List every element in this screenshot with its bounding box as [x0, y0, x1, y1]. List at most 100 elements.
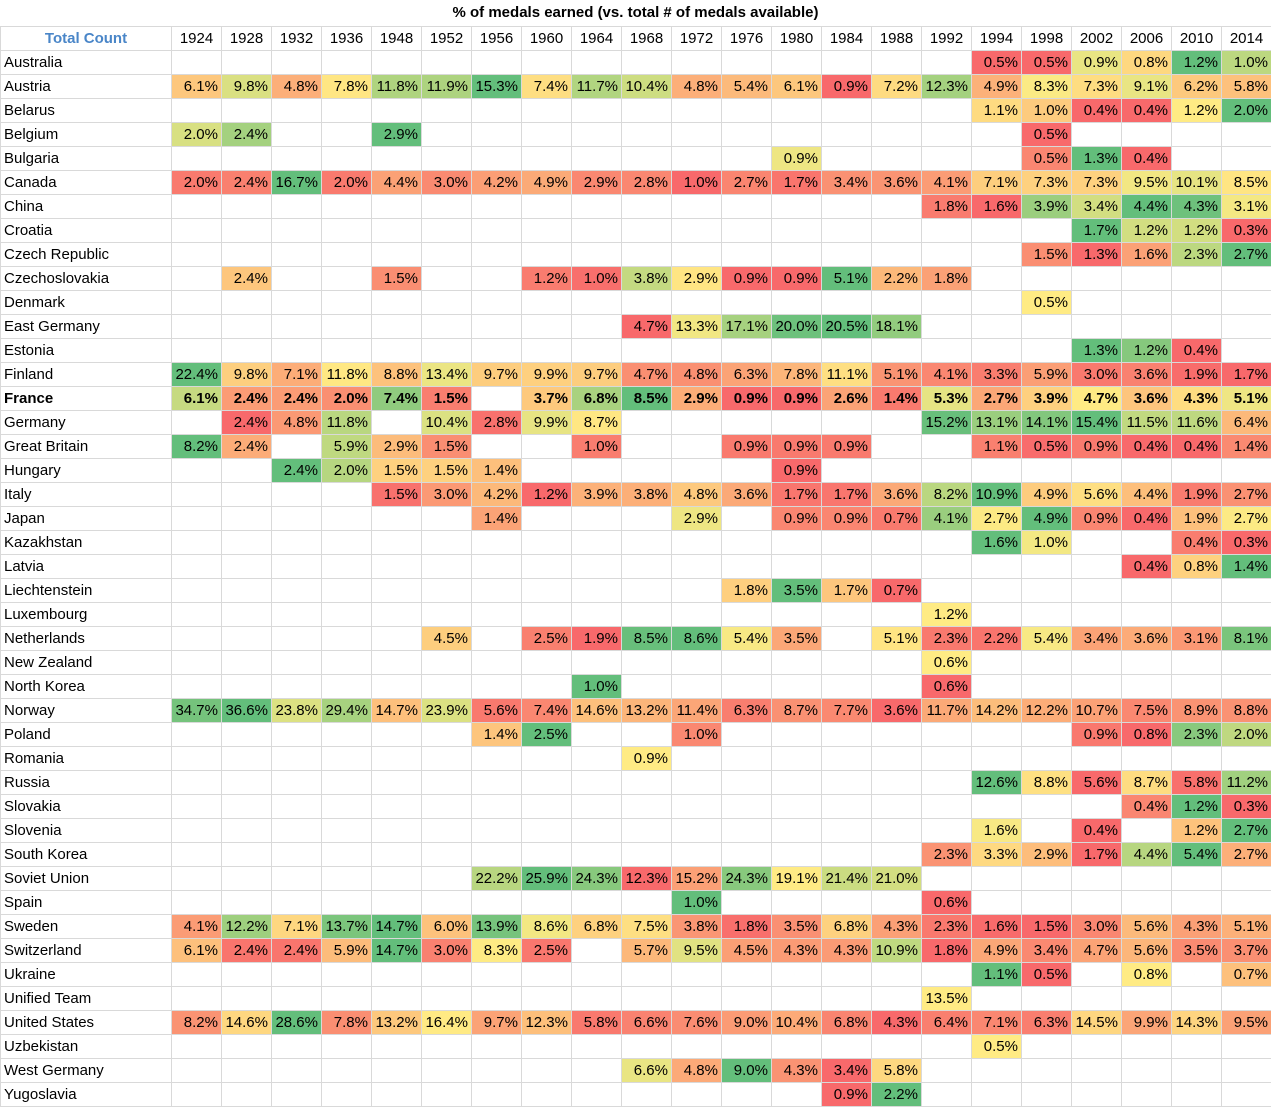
heatmap-cell [672, 243, 722, 267]
heatmap-cell [1172, 747, 1222, 771]
heatmap-cell [1072, 987, 1122, 1011]
heatmap-cell [372, 531, 422, 555]
corner-label[interactable]: Total Count [1, 27, 172, 51]
heatmap-cell [472, 1059, 522, 1083]
heatmap-cell [622, 579, 672, 603]
heatmap-cell [522, 51, 572, 75]
heatmap-cell [522, 219, 572, 243]
heatmap-cell: 3.5% [772, 627, 822, 651]
heatmap-cell [222, 531, 272, 555]
heatmap-cell [1172, 987, 1222, 1011]
heatmap-cell: 6.6% [622, 1059, 672, 1083]
heatmap-cell: 3.9% [1022, 387, 1072, 411]
heatmap-cell [272, 267, 322, 291]
heatmap-cell [622, 819, 672, 843]
heatmap-cell: 36.6% [222, 699, 272, 723]
heatmap-cell [722, 771, 772, 795]
heatmap-cell [1022, 339, 1072, 363]
heatmap-cell [772, 123, 822, 147]
heatmap-cell [172, 147, 222, 171]
heatmap-cell [872, 339, 922, 363]
heatmap-cell: 15.2% [672, 867, 722, 891]
heatmap-cell: 13.9% [472, 915, 522, 939]
heatmap-cell: 1.2% [922, 603, 972, 627]
heatmap-cell: 0.9% [772, 147, 822, 171]
heatmap-cell [722, 339, 772, 363]
chart-title: % of medals earned (vs. total # of medal… [0, 0, 1271, 26]
heatmap-cell: 6.6% [622, 1011, 672, 1035]
heatmap-cell [1072, 651, 1122, 675]
heatmap-cell: 8.5% [622, 387, 672, 411]
heatmap-cell: 6.4% [1222, 411, 1271, 435]
heatmap-cell [372, 147, 422, 171]
heatmap-cell [1022, 1059, 1072, 1083]
heatmap-cell: 11.2% [1222, 771, 1271, 795]
heatmap-cell: 13.2% [622, 699, 672, 723]
heatmap-cell: 1.5% [372, 483, 422, 507]
heatmap-cell: 3.8% [622, 267, 672, 291]
heatmap-cell: 9.9% [1122, 1011, 1172, 1035]
heatmap-cell [722, 147, 772, 171]
heatmap-cell [822, 243, 872, 267]
heatmap-cell: 0.4% [1122, 99, 1172, 123]
heatmap-cell [1122, 123, 1172, 147]
heatmap-cell [572, 51, 622, 75]
heatmap-cell: 2.4% [222, 387, 272, 411]
heatmap-cell: 1.2% [522, 267, 572, 291]
heatmap-cell [322, 291, 372, 315]
heatmap-cell: 21.0% [872, 867, 922, 891]
heatmap-cell [872, 243, 922, 267]
heatmap-cell [772, 219, 822, 243]
heatmap-cell [472, 819, 522, 843]
heatmap-cell [222, 51, 272, 75]
heatmap-cell [772, 603, 822, 627]
heatmap-cell [172, 555, 222, 579]
heatmap-cell [1122, 459, 1172, 483]
heatmap-cell [222, 723, 272, 747]
heatmap-cell [1122, 891, 1172, 915]
heatmap-cell: 1.8% [922, 195, 972, 219]
heatmap-cell: 0.9% [772, 459, 822, 483]
heatmap-cell [1022, 219, 1072, 243]
heatmap-cell [272, 435, 322, 459]
heatmap-cell [922, 147, 972, 171]
heatmap-cell [272, 603, 322, 627]
heatmap-cell [622, 1035, 672, 1059]
heatmap-cell [722, 123, 772, 147]
heatmap-cell [372, 411, 422, 435]
heatmap-cell: 25.9% [522, 867, 572, 891]
heatmap-cell: 4.7% [622, 363, 672, 387]
country-label: Belarus [1, 99, 172, 123]
heatmap-cell [422, 555, 472, 579]
heatmap-cell [422, 267, 472, 291]
heatmap-cell [322, 531, 372, 555]
heatmap-cell [1072, 315, 1122, 339]
heatmap-cell [1222, 339, 1271, 363]
column-header: 1928 [222, 27, 272, 51]
heatmap-cell [322, 339, 372, 363]
heatmap-cell: 21.4% [822, 867, 872, 891]
heatmap-cell: 5.9% [322, 939, 372, 963]
heatmap-cell: 4.5% [422, 627, 472, 651]
heatmap-cell: 0.9% [1072, 51, 1122, 75]
heatmap-cell: 5.9% [322, 435, 372, 459]
heatmap-cell [822, 627, 872, 651]
heatmap-cell: 1.7% [822, 483, 872, 507]
heatmap-cell: 22.2% [472, 867, 522, 891]
heatmap-cell: 19.1% [772, 867, 822, 891]
heatmap-cell [322, 819, 372, 843]
heatmap-cell [422, 219, 472, 243]
heatmap-cell: 2.0% [1222, 723, 1271, 747]
heatmap-cell [672, 963, 722, 987]
country-label: Denmark [1, 291, 172, 315]
heatmap-cell: 7.8% [322, 1011, 372, 1035]
heatmap-cell: 1.0% [572, 675, 622, 699]
heatmap-cell [172, 291, 222, 315]
heatmap-cell [572, 531, 622, 555]
